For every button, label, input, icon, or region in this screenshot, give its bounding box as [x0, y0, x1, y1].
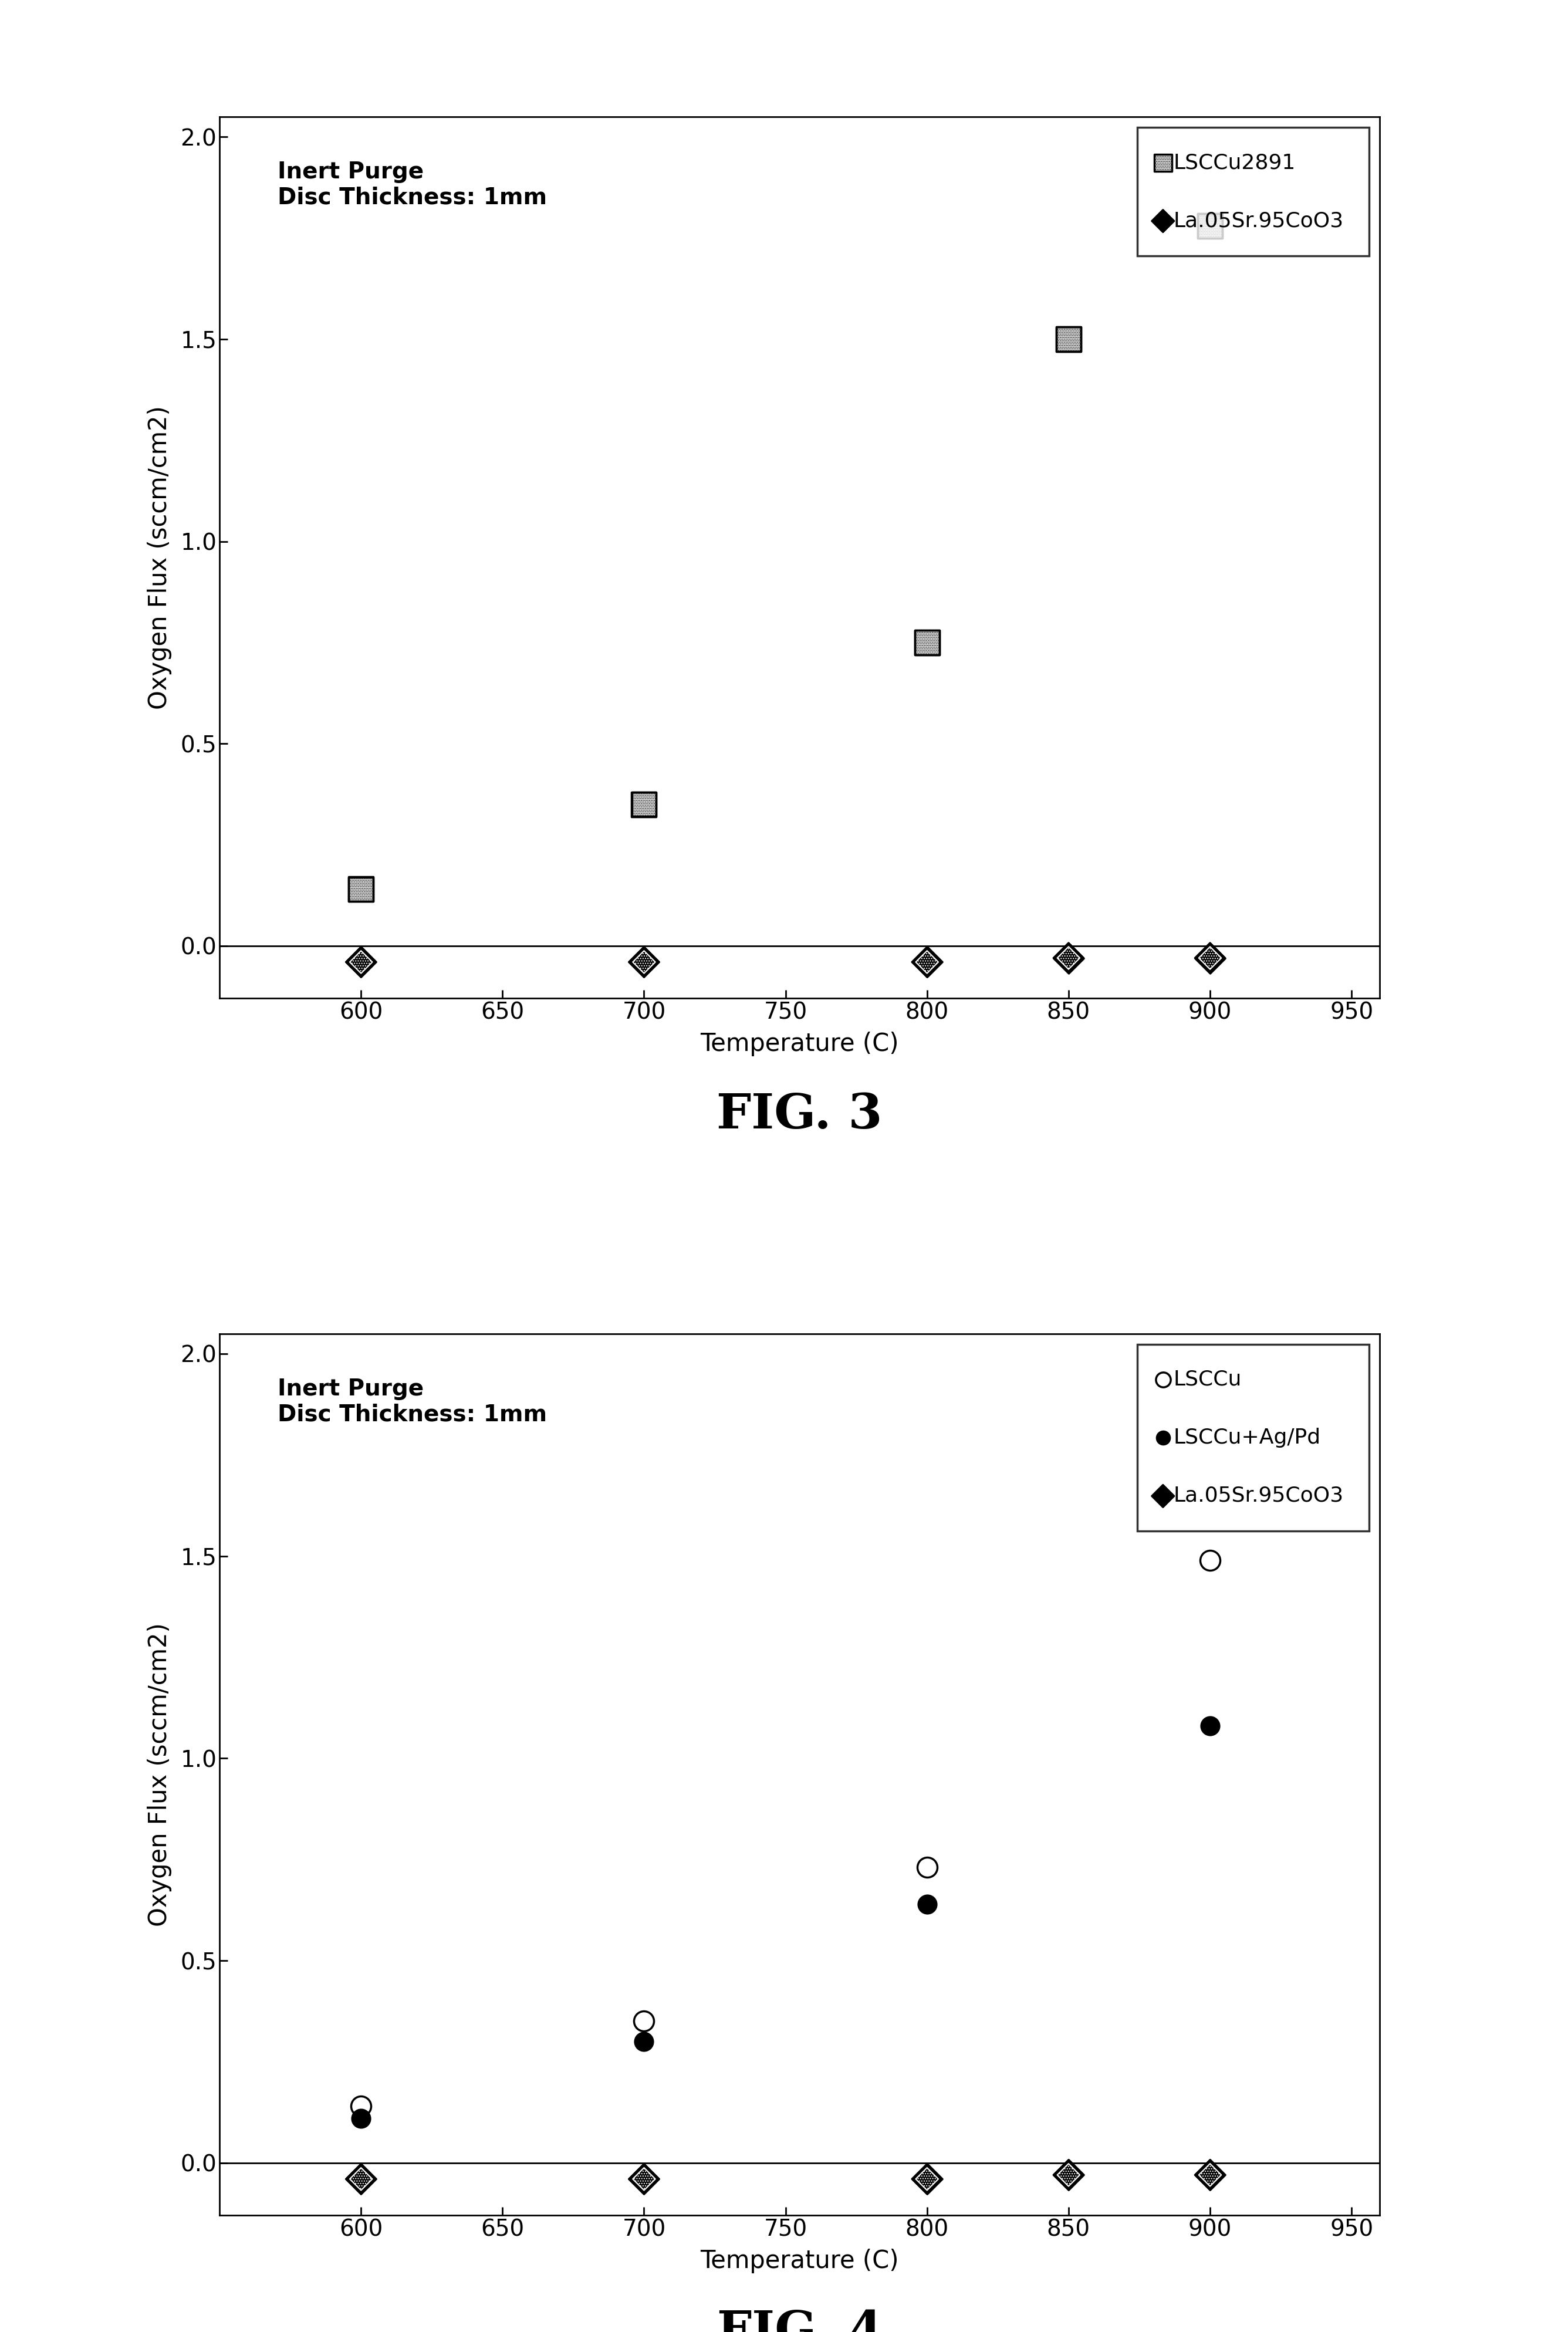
Point	[632, 2003, 657, 2040]
Point	[914, 1884, 939, 1922]
Point	[348, 2099, 373, 2136]
Point	[348, 870, 373, 907]
Text: FIG. 4: FIG. 4	[717, 2309, 883, 2332]
Point	[1055, 940, 1080, 977]
Text: Inert Purge
Disc Thickness: 1mm: Inert Purge Disc Thickness: 1mm	[278, 161, 547, 210]
Point	[632, 944, 657, 982]
Point	[1198, 940, 1223, 977]
Text: Inert Purge
Disc Thickness: 1mm: Inert Purge Disc Thickness: 1mm	[278, 1378, 547, 1425]
Y-axis label: Oxygen Flux (sccm/cm2): Oxygen Flux (sccm/cm2)	[147, 406, 172, 709]
Point	[914, 2159, 939, 2197]
Point	[348, 2159, 373, 2197]
Point	[348, 944, 373, 982]
Point	[348, 2159, 373, 2197]
Point	[1055, 940, 1080, 977]
X-axis label: Temperature (C): Temperature (C)	[701, 2248, 898, 2274]
Point	[348, 944, 373, 982]
Text: FIG. 3: FIG. 3	[717, 1091, 883, 1138]
Point	[1198, 208, 1223, 245]
Point	[914, 944, 939, 982]
Point	[914, 944, 939, 982]
Point	[1198, 940, 1223, 977]
Point	[632, 2159, 657, 2197]
Point	[632, 944, 657, 982]
Point	[1198, 2157, 1223, 2194]
Point	[632, 2159, 657, 2197]
Point	[348, 944, 373, 982]
Point	[1055, 2157, 1080, 2194]
Point	[1198, 1707, 1223, 1744]
Point	[1055, 319, 1080, 357]
Point	[914, 2159, 939, 2197]
Point	[1198, 2157, 1223, 2194]
Point	[348, 870, 373, 907]
Legend: LSCCu2891, La.05Sr.95CoO3: LSCCu2891, La.05Sr.95CoO3	[1137, 128, 1369, 257]
Point	[914, 1849, 939, 1887]
Point	[632, 2159, 657, 2197]
Point	[348, 2087, 373, 2124]
Y-axis label: Oxygen Flux (sccm/cm2): Oxygen Flux (sccm/cm2)	[147, 1623, 172, 1926]
Point	[1055, 2157, 1080, 2194]
Point	[1055, 2157, 1080, 2194]
Point	[1055, 319, 1080, 357]
Point	[1198, 1541, 1223, 1579]
Point	[1055, 940, 1080, 977]
Point	[914, 625, 939, 662]
Point	[914, 625, 939, 662]
Point	[632, 2022, 657, 2059]
Point	[1198, 208, 1223, 245]
Legend: LSCCu, LSCCu+Ag/Pd, La.05Sr.95CoO3: LSCCu, LSCCu+Ag/Pd, La.05Sr.95CoO3	[1137, 1343, 1369, 1532]
Point	[632, 944, 657, 982]
X-axis label: Temperature (C): Temperature (C)	[701, 1031, 898, 1056]
Point	[348, 2159, 373, 2197]
Point	[1198, 940, 1223, 977]
Point	[632, 786, 657, 823]
Point	[914, 944, 939, 982]
Point	[632, 786, 657, 823]
Point	[1198, 2157, 1223, 2194]
Point	[914, 2159, 939, 2197]
